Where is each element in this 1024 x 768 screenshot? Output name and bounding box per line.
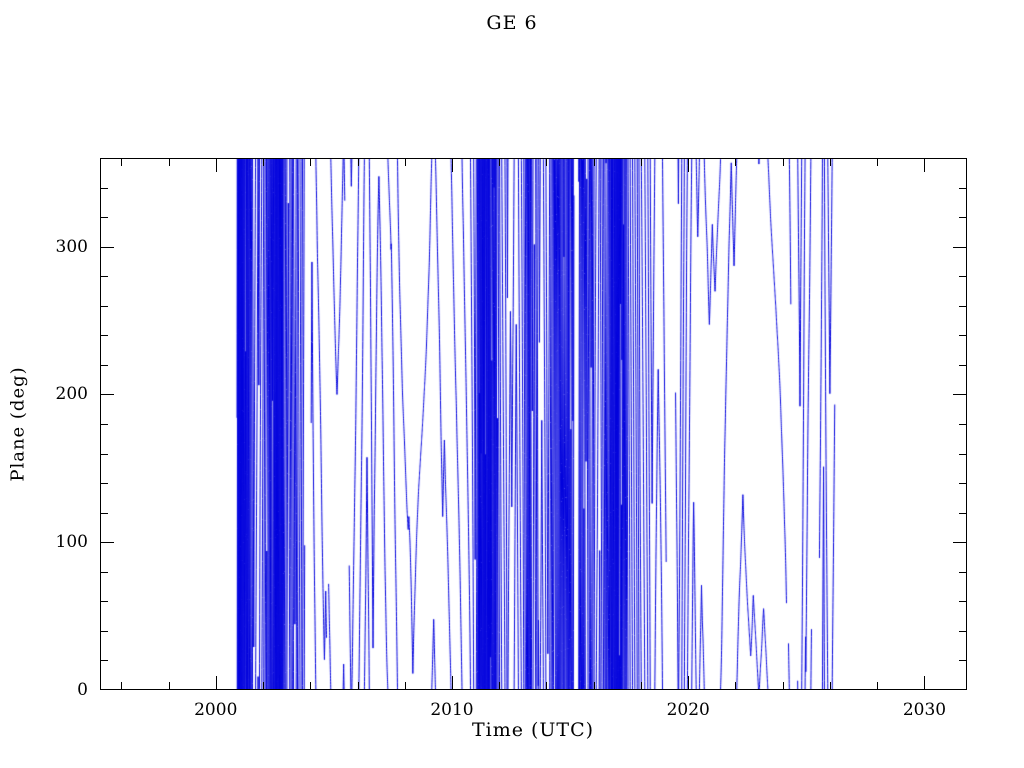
y-tick-label: 100 <box>55 532 88 553</box>
x-tick-label: 2000 <box>194 700 238 720</box>
y-tick-label: 200 <box>55 384 88 405</box>
plot-area <box>100 158 967 690</box>
axes-frame <box>100 158 967 690</box>
x-tick-label: 2020 <box>666 700 710 720</box>
chart-title: GE 6 <box>486 12 538 34</box>
y-tick-label: 0 <box>77 680 88 700</box>
x-axis-label: Time (UTC) <box>471 719 595 741</box>
x-tick-label: 2010 <box>430 700 474 720</box>
data-series-canvas <box>100 158 967 690</box>
x-tick-label: 2030 <box>902 700 947 720</box>
y-tick-label: 300 <box>55 236 88 257</box>
